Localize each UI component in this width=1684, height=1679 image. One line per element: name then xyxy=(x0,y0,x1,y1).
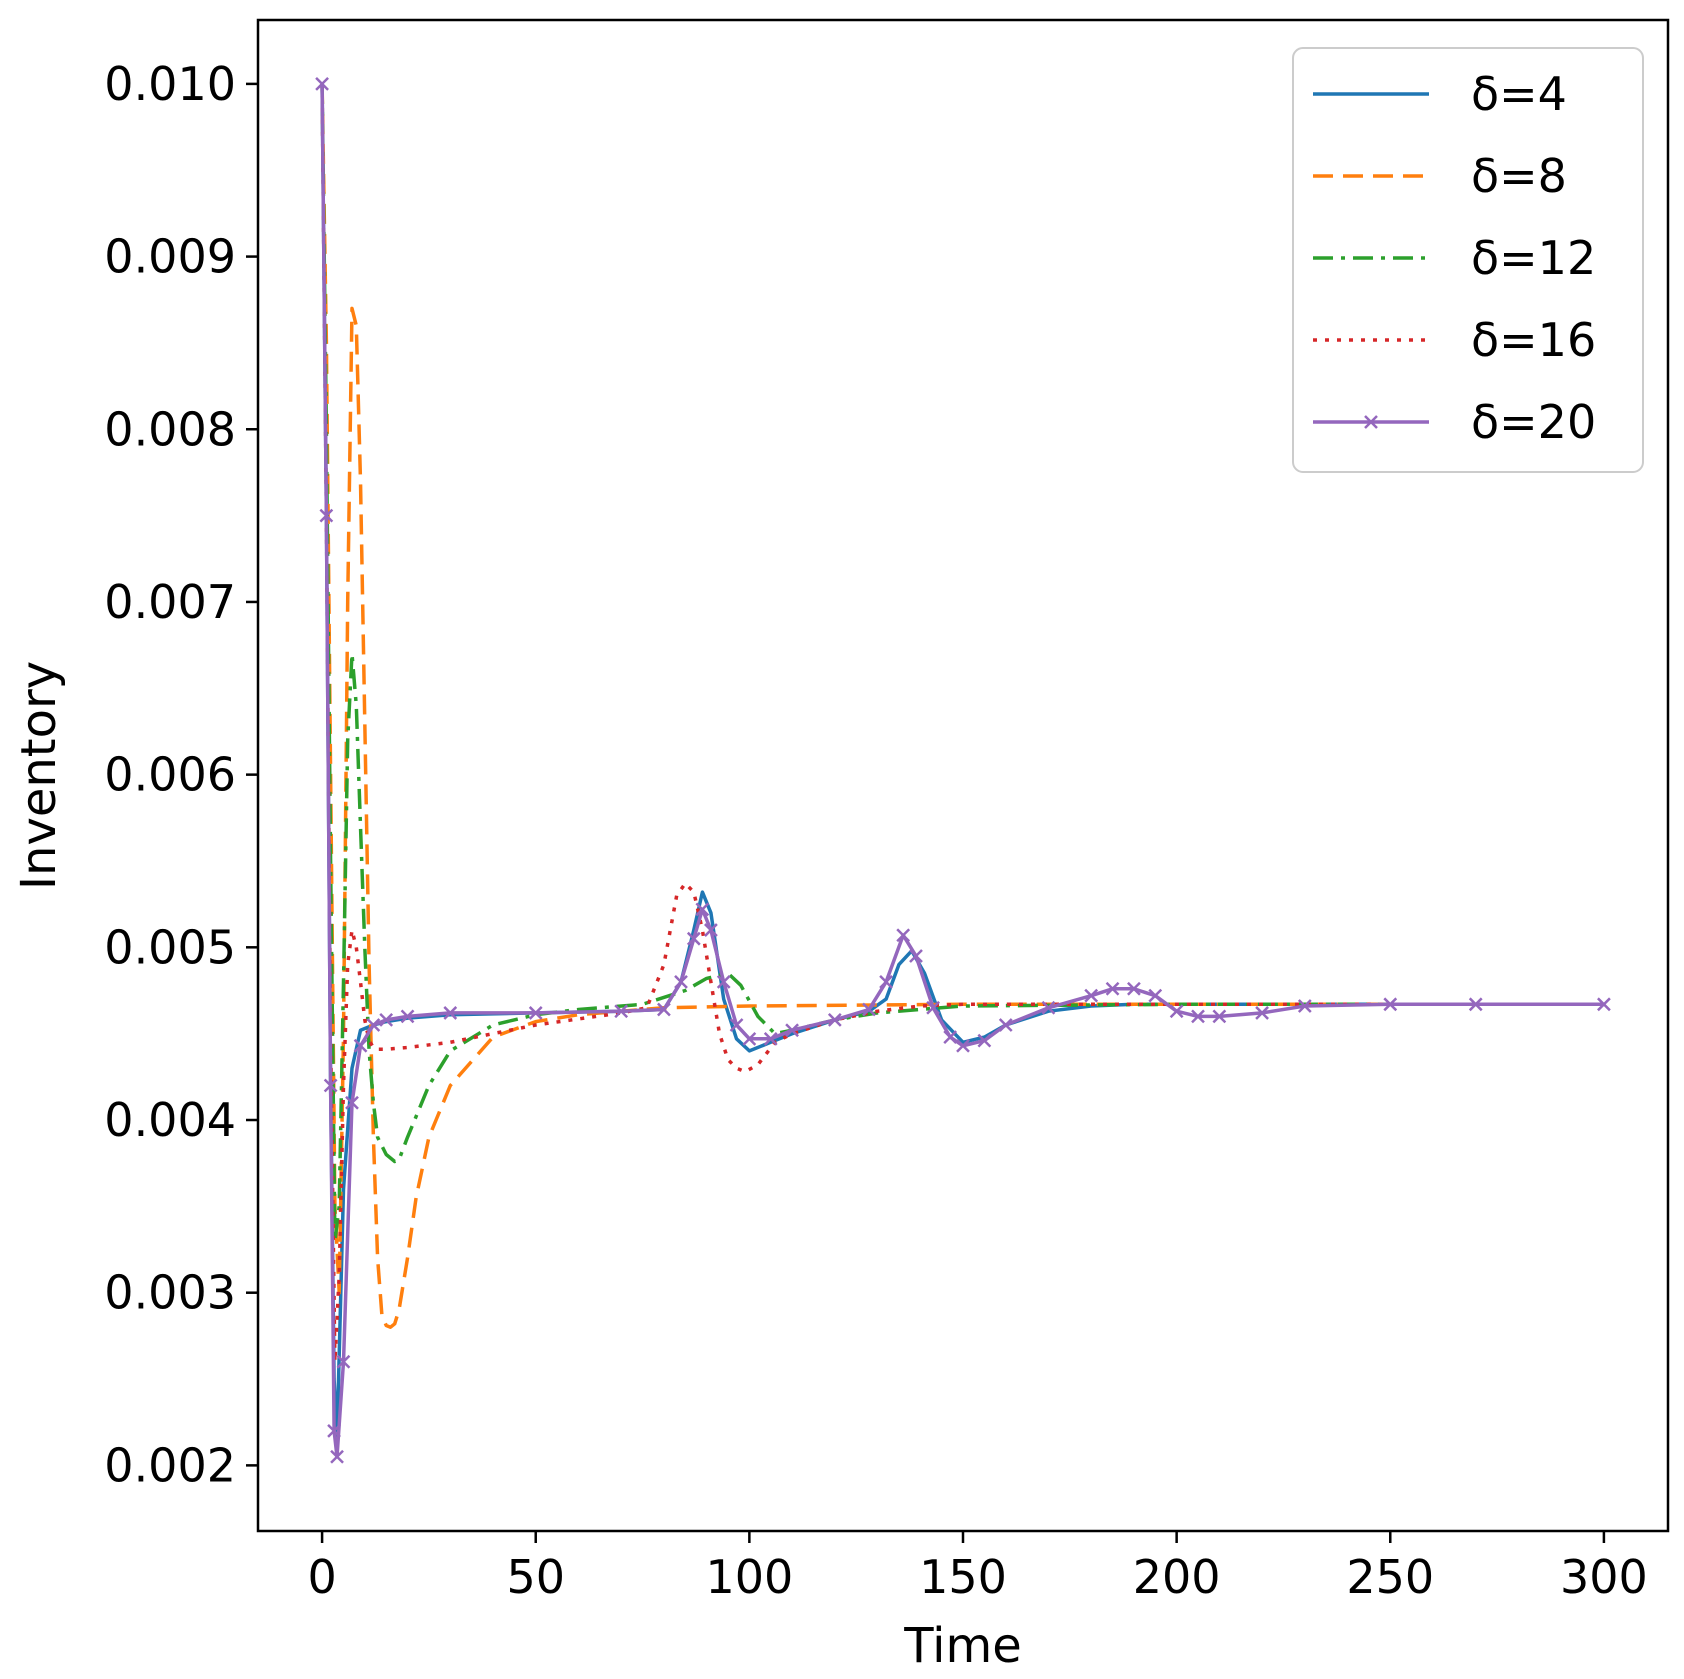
x-tick-label: 100 xyxy=(705,1550,793,1604)
series-layer xyxy=(315,77,1611,1464)
y-tick-label: 0.004 xyxy=(104,1093,236,1147)
series-point-marker xyxy=(1383,997,1398,1012)
series-point-marker xyxy=(827,1012,842,1027)
series-line xyxy=(320,83,1604,1442)
series-point-marker xyxy=(1468,997,1483,1012)
y-tick-label: 0.005 xyxy=(104,920,236,974)
series-point-marker xyxy=(674,974,688,989)
series-point-marker xyxy=(956,1038,970,1053)
series-point-marker xyxy=(695,902,710,917)
legend-item: δ=4 xyxy=(1313,67,1567,121)
legend-label: δ=8 xyxy=(1471,149,1567,203)
series-line xyxy=(320,83,1604,1364)
series-point-marker xyxy=(704,923,718,937)
series-point-marker xyxy=(315,77,329,91)
y-tick-label: 0.008 xyxy=(104,402,236,456)
series-line xyxy=(320,83,1604,1243)
y-axis-title: Inventory xyxy=(11,661,67,890)
series-point-marker xyxy=(319,508,334,523)
series-point-marker xyxy=(742,1031,757,1046)
series-5 xyxy=(315,77,1611,1464)
series-point-marker xyxy=(909,949,923,963)
series-point-marker xyxy=(1191,1009,1205,1024)
series-point-marker xyxy=(400,1009,415,1024)
x-tick-label: 150 xyxy=(919,1550,1007,1604)
series-point-marker xyxy=(330,1449,344,1464)
series-point-marker xyxy=(1297,999,1312,1013)
series-point-marker xyxy=(379,1012,394,1027)
series-point-marker xyxy=(926,1000,940,1015)
series-point-marker xyxy=(345,1095,359,1110)
series-point-marker xyxy=(528,1006,543,1020)
y-tick-label: 0.007 xyxy=(104,575,236,629)
x-tick-label: 0 xyxy=(307,1550,336,1604)
y-tick-label: 0.003 xyxy=(104,1266,236,1320)
series-point-marker xyxy=(1169,1004,1184,1019)
series-point-marker xyxy=(366,1018,381,1032)
series-point-marker xyxy=(1597,997,1611,1012)
legend-label: δ=16 xyxy=(1471,313,1596,367)
legend-item: δ=8 xyxy=(1313,149,1567,203)
legend-label: δ=20 xyxy=(1471,395,1596,449)
x-axis-title: Time xyxy=(903,1618,1021,1674)
legend-frame xyxy=(1292,47,1644,473)
legend-item: δ=20 xyxy=(1313,395,1596,449)
x-tick-label: 200 xyxy=(1133,1550,1221,1604)
x-tick-label: 50 xyxy=(506,1550,565,1604)
series-point-marker xyxy=(1041,1000,1056,1015)
legend-label: δ=12 xyxy=(1471,231,1596,285)
x-axis: 0 50 100 150 200 250 300 xyxy=(307,1531,1648,1604)
series-point-marker xyxy=(943,1030,958,1045)
x-tick-label: 300 xyxy=(1560,1550,1648,1604)
series-point-marker xyxy=(323,1078,338,1093)
legend-marker xyxy=(1364,415,1378,429)
series-point-marker xyxy=(785,1023,799,1038)
x-tick-label: 250 xyxy=(1346,1550,1434,1604)
series-point-marker xyxy=(1148,988,1163,1003)
y-tick-label: 0.010 xyxy=(104,57,236,111)
series-point-marker xyxy=(657,1002,671,1017)
series-point-marker xyxy=(353,1038,368,1053)
series-point-marker xyxy=(998,1018,1013,1032)
series-point-marker xyxy=(327,1423,341,1438)
series-point-marker xyxy=(1105,981,1120,996)
y-tick-label: 0.002 xyxy=(104,1438,236,1492)
series-point-marker xyxy=(336,1354,351,1369)
series-point-marker xyxy=(729,1018,744,1032)
legend: δ=4 δ=8 δ=12 δ=16 δ=20 xyxy=(1292,47,1644,473)
legend-label: δ=4 xyxy=(1471,67,1567,121)
series-point-marker xyxy=(1255,1006,1269,1020)
y-axis: 0.002 0.003 0.004 0.005 0.006 0.007 0.008 0.009… xyxy=(104,57,258,1492)
legend-item: δ=16 xyxy=(1313,313,1596,367)
series-point-marker xyxy=(879,974,893,989)
y-tick-label: 0.009 xyxy=(104,230,236,284)
series-point-marker xyxy=(443,1006,458,1020)
series-3 xyxy=(320,83,1604,1243)
series-point-marker xyxy=(977,1033,992,1048)
series-4 xyxy=(320,83,1604,1364)
series-point-marker xyxy=(1084,988,1099,1003)
series-point-marker xyxy=(1127,981,1141,996)
y-tick-label: 0.006 xyxy=(104,748,236,802)
series-1 xyxy=(320,83,1604,1442)
series-point-marker xyxy=(614,1004,629,1019)
series-point-marker xyxy=(716,974,731,989)
legend-item: δ=12 xyxy=(1313,231,1596,285)
series-point-marker xyxy=(862,1002,876,1017)
series-point-marker xyxy=(686,931,701,946)
series-point-marker xyxy=(1212,1009,1227,1024)
series-point-marker xyxy=(896,928,911,943)
series-point-marker xyxy=(763,1031,778,1046)
